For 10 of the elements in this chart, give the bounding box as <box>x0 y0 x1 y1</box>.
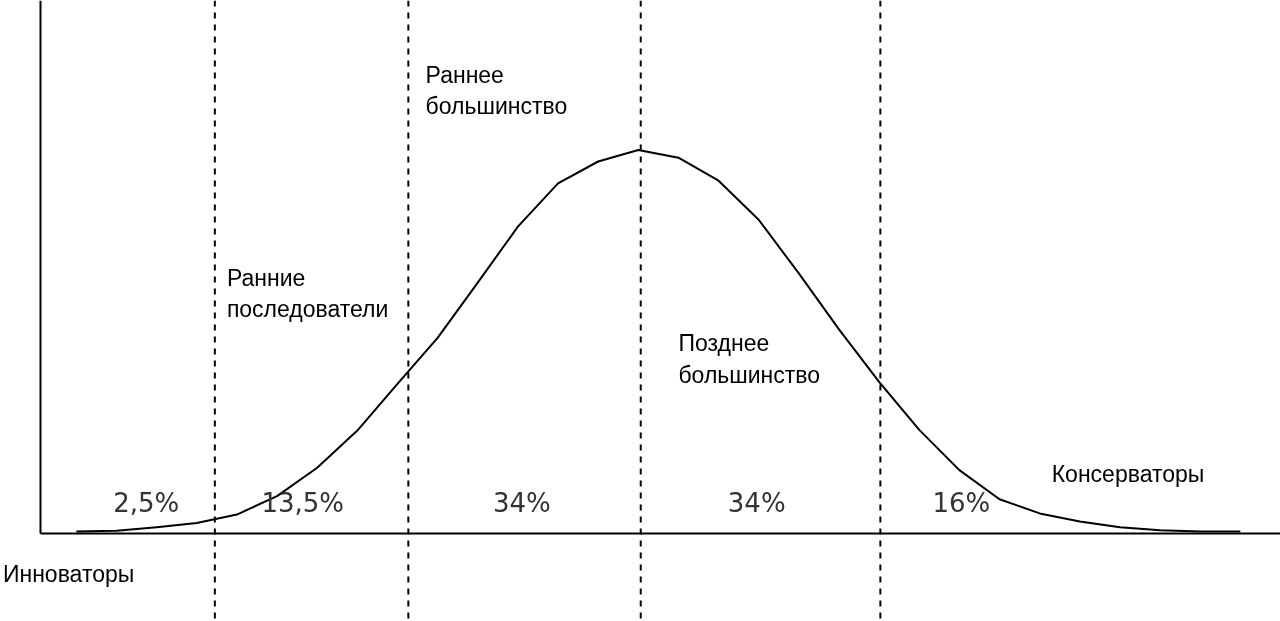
annotation: Консерваторы <box>1051 461 1205 488</box>
annotation: 13,5% <box>261 488 345 518</box>
annotation: Позднее большинство <box>678 330 821 388</box>
annotation: 2,5% <box>113 488 180 518</box>
annotation: 34% <box>727 488 786 518</box>
annotation: 34% <box>493 488 551 518</box>
text: Раннее большинство <box>425 62 568 120</box>
annotation: Ранние последователи <box>226 265 389 323</box>
annotation: 16% <box>932 488 991 518</box>
text: Инноваторы <box>2 561 135 587</box>
